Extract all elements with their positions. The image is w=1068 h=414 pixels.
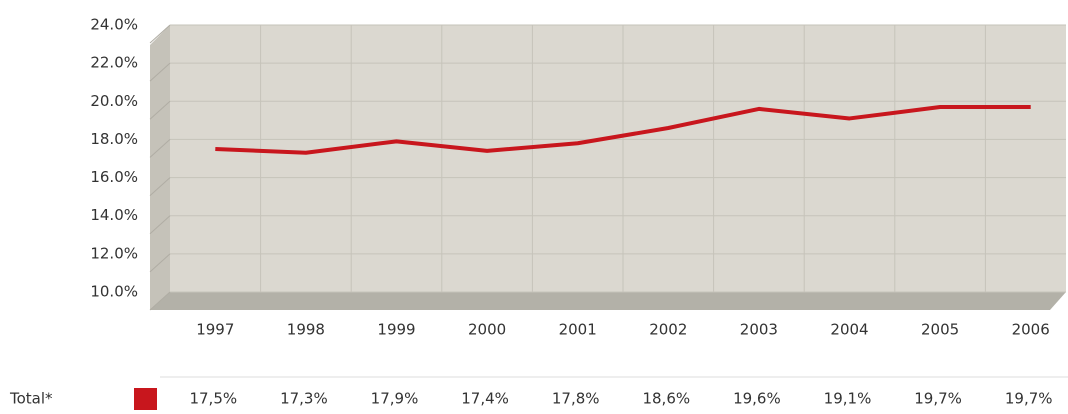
y-tick-label: 20.0%: [90, 92, 138, 110]
plot-back-wall: [170, 25, 1066, 292]
data-table-value: 19,7%: [1005, 390, 1053, 408]
grid-line-side: [149, 177, 171, 196]
x-tick-label: 2003: [740, 321, 778, 339]
plot-floor: [150, 292, 1066, 310]
x-tick-label: 1997: [196, 321, 234, 339]
x-tick-label: 2001: [559, 321, 597, 339]
grid-line-side: [149, 291, 171, 311]
legend-swatch: [134, 388, 157, 410]
data-table-value: 17,3%: [280, 390, 328, 408]
grid-line-side: [149, 24, 171, 44]
y-tick-label: 24.0%: [90, 16, 138, 34]
data-table-value: 19,1%: [824, 390, 872, 408]
data-table-value: 19,7%: [914, 390, 962, 408]
grid-line-side: [149, 100, 171, 120]
y-tick-label: 10.0%: [90, 283, 138, 301]
y-tick-label: 22.0%: [90, 54, 138, 72]
legend-label: Total*: [9, 390, 53, 408]
x-tick-label: 2004: [830, 321, 868, 339]
y-tick-label: 16.0%: [90, 168, 138, 186]
grid-line-side: [149, 215, 171, 235]
data-table-value: 17,4%: [461, 390, 509, 408]
data-table-value: 17,5%: [189, 390, 237, 408]
data-table-value: 18,6%: [642, 390, 690, 408]
y-tick-label: 14.0%: [90, 206, 138, 224]
y-tick-label: 18.0%: [90, 130, 138, 148]
grid-line-side: [149, 62, 171, 82]
x-tick-label: 2002: [649, 321, 687, 339]
x-tick-label: 1998: [287, 321, 325, 339]
x-tick-label: 2005: [921, 321, 959, 339]
plot-left-wall: [150, 25, 170, 310]
y-tick-label: 12.0%: [90, 244, 138, 262]
x-tick-label: 1999: [377, 321, 415, 339]
data-table-value: 19,6%: [733, 390, 781, 408]
series-line: [215, 105, 1031, 155]
x-tick-label: 2000: [468, 321, 506, 339]
x-tick-label: 2006: [1012, 321, 1050, 339]
grid-line-side: [149, 253, 171, 273]
data-table-value: 17,8%: [552, 390, 600, 408]
grid-line-side: [149, 139, 171, 158]
data-table-value: 17,9%: [371, 390, 419, 408]
